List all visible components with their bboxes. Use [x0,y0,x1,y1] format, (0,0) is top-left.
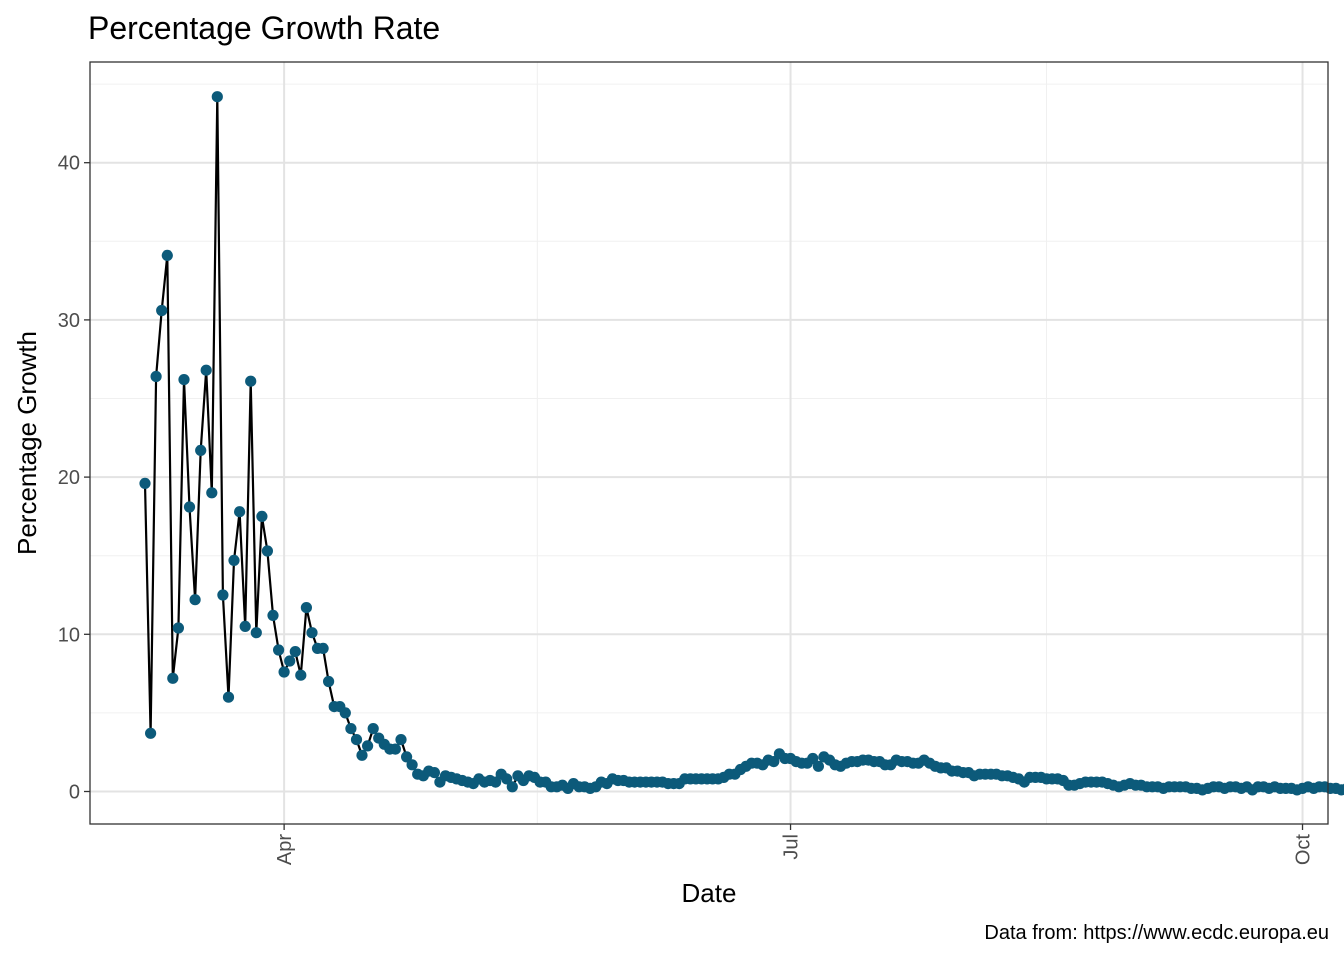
y-tick-label: 30 [58,310,80,332]
y-tick-label: 40 [58,153,80,175]
x-tick-label: Oct [1293,834,1315,866]
data-point [206,487,218,499]
data-point [217,589,229,601]
data-point [267,609,279,622]
data-point [317,642,329,655]
data-point [211,91,223,103]
data-point [501,773,513,785]
data-point [239,620,251,633]
data-point [195,444,207,456]
axes: 0 10 20 30 40 Apr Jul Oct [58,153,1315,865]
grid-lines [90,62,1328,824]
data-point [245,375,257,387]
data-point [406,759,418,771]
data-point [295,669,307,681]
data-point [350,734,363,746]
data-point [428,767,440,779]
data-point [306,627,318,639]
data-point [490,776,502,788]
data-point [228,554,240,567]
data-point [167,672,179,684]
data-point [768,756,780,768]
data-point [145,727,157,739]
panel-border [89,61,1329,825]
data-point [172,622,184,634]
data-point [139,477,151,489]
data-point [222,691,235,703]
data-point [807,752,819,765]
data-point [289,646,301,658]
data-point [234,506,246,518]
y-tick-label: 20 [58,467,80,489]
data-point [161,249,173,261]
data-source-caption: Data from: https://www.ecdc.europa.eu [984,922,1329,944]
data-point [367,723,379,735]
data-point [200,364,212,376]
series-points [139,91,1344,796]
data-point [156,304,168,317]
x-axis-title: Date [682,878,737,908]
data-point [356,749,368,761]
series-line [143,96,1344,792]
x-tick-label: Jul [781,834,803,860]
data-point [261,545,273,557]
data-point [300,602,312,614]
data-point [178,374,190,386]
y-axis-title: Percentage Growth [12,331,42,555]
data-point [506,781,518,793]
data-point [323,675,335,688]
data-point [284,655,296,667]
data-point [273,644,285,656]
data-point [1341,783,1344,794]
y-tick-label: 0 [69,782,80,804]
data-point [189,594,201,606]
data-point [150,370,162,383]
data-point [345,723,357,735]
data-point [401,751,413,763]
data-point [250,627,262,639]
data-point [256,510,268,522]
data-point [183,501,196,513]
data-point [812,760,825,772]
chart-title: Percentage Growth Rate [88,10,441,46]
data-point [389,743,401,755]
data-point [339,707,351,719]
x-tick-label: Apr [274,834,296,865]
y-tick-label: 10 [58,624,80,646]
data-point [395,734,407,746]
data-point [278,666,290,678]
data-point [362,740,374,752]
